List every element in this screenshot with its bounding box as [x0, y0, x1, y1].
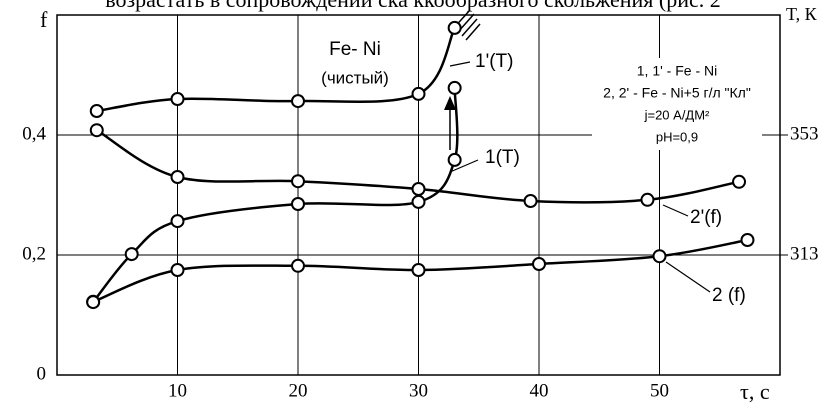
- legend-background: [592, 58, 762, 150]
- data-point: [86, 295, 101, 310]
- series-label: 1(T): [485, 147, 520, 168]
- data-point: [89, 104, 104, 118]
- arrow-head: [444, 96, 456, 110]
- x-tick-label: 30: [409, 380, 428, 401]
- data-point: [740, 233, 755, 247]
- data-point: [411, 182, 426, 196]
- x-tick-label: 40: [530, 380, 549, 401]
- legend-text: pH=0,9: [656, 129, 698, 144]
- data-point: [447, 20, 462, 35]
- data-point: [124, 247, 139, 262]
- series-label: 2 (f): [712, 285, 746, 306]
- legend-box: 1, 1' - Fe - Ni 2, 2' - Fe - Ni+5 г/л "К…: [592, 58, 762, 150]
- series-label: 2'(f): [690, 207, 722, 228]
- data-point: [291, 174, 305, 189]
- y2-tick-label: 353: [790, 123, 819, 144]
- header-text: возрастать в сопровождении ска ккообразн…: [105, 0, 721, 12]
- data-point: [732, 174, 747, 189]
- legend-text: 1, 1' - Fe - Ni: [637, 63, 717, 79]
- data-point: [291, 94, 305, 109]
- series-line: [96, 27, 456, 113]
- data-point: [411, 194, 426, 209]
- y2-tick-label: 313: [790, 243, 819, 264]
- plot-frame: [56, 14, 781, 376]
- y-axis-label: f: [40, 7, 48, 32]
- x-tick-label: 50: [650, 380, 669, 401]
- data-point: [170, 214, 185, 229]
- data-point: [411, 263, 426, 277]
- data-point: [170, 170, 185, 184]
- data-point: [411, 86, 426, 101]
- x-tick-label: 10: [168, 380, 187, 401]
- annotation: Fe- Ni: [329, 39, 381, 60]
- y-tick-label: 0,2: [22, 243, 46, 264]
- data-point: [89, 123, 104, 138]
- data-point: [523, 194, 538, 208]
- legend-text: 2, 2' - Fe - Ni+5 г/л "Кл": [603, 85, 751, 101]
- x-axis-label: τ, с: [740, 379, 770, 404]
- legend-text: j=20 А/ДМ²: [644, 107, 710, 122]
- leader-lines: [449, 61, 711, 293]
- y2-axis-label: T, К: [786, 4, 818, 24]
- data-point: [640, 192, 655, 207]
- x-tick-label: 20: [289, 380, 308, 401]
- series-label: 1'(T): [475, 51, 513, 72]
- annotation: (чистый): [321, 68, 389, 87]
- data-point: [652, 249, 667, 264]
- data-point: [291, 258, 305, 273]
- y-tick-label: 0: [37, 363, 47, 384]
- data-point: [532, 257, 546, 271]
- y-tick-label: 0,4: [22, 123, 46, 144]
- data-point: [291, 197, 305, 211]
- data-point: [170, 92, 185, 106]
- data-point: [447, 152, 462, 167]
- data-point: [170, 263, 185, 277]
- data-point: [447, 80, 462, 95]
